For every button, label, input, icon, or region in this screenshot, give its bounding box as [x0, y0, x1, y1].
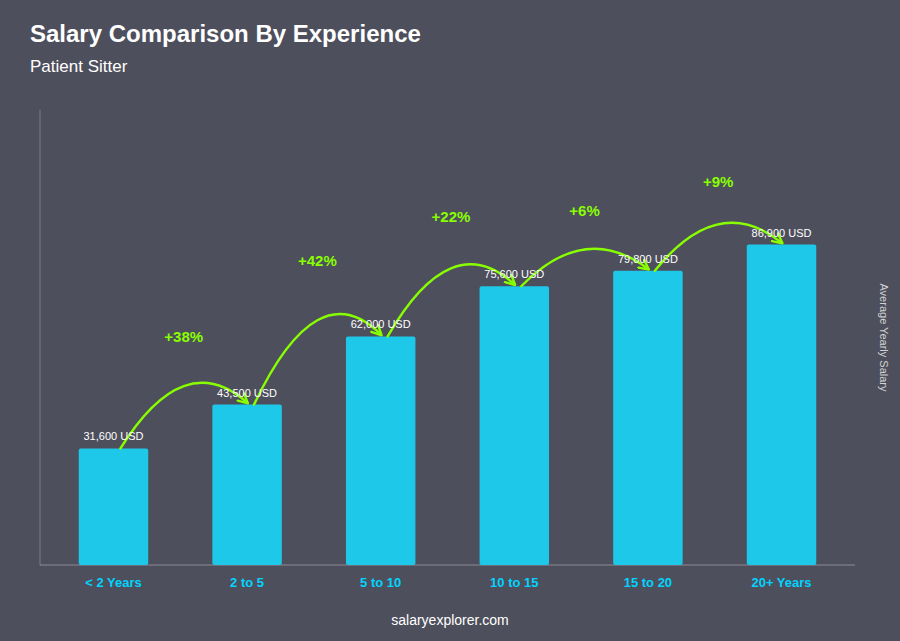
title: Salary Comparison By Experience — [30, 20, 421, 47]
bar — [480, 286, 549, 565]
x-tick-label: 15 to 20 — [624, 575, 672, 590]
value-label: 79,800 USD — [618, 253, 678, 265]
y-axis-label: Average Yearly Salary — [878, 283, 890, 392]
value-label: 75,600 USD — [484, 268, 544, 280]
value-label: 43,500 USD — [217, 387, 277, 399]
x-tick-label: 20+ Years — [751, 575, 811, 590]
change-label: +6% — [569, 202, 599, 219]
bar — [747, 245, 816, 565]
x-tick-label: < 2 Years — [85, 575, 142, 590]
bar — [79, 448, 148, 565]
x-tick-label: 10 to 15 — [490, 575, 538, 590]
source: salaryexplorer.com — [391, 612, 509, 628]
subtitle: Patient Sitter — [30, 57, 128, 76]
value-label: 86,900 USD — [752, 227, 812, 239]
x-axis-line — [40, 565, 855, 566]
chart: Salary Comparison By Experience Patient S… — [0, 0, 900, 641]
bar — [346, 336, 415, 565]
value-label: 31,600 USD — [84, 430, 144, 442]
change-label: +38% — [164, 328, 203, 345]
x-tick-label: 2 to 5 — [230, 575, 264, 590]
y-axis-line — [40, 110, 41, 565]
x-tick-label: 5 to 10 — [360, 575, 401, 590]
change-label: +22% — [432, 208, 471, 225]
bar — [613, 271, 682, 565]
background — [0, 0, 900, 641]
value-label: 62,000 USD — [351, 318, 411, 330]
bars — [79, 245, 817, 565]
bar — [212, 405, 281, 565]
change-label: +42% — [298, 252, 337, 269]
change-label: +9% — [703, 173, 733, 190]
